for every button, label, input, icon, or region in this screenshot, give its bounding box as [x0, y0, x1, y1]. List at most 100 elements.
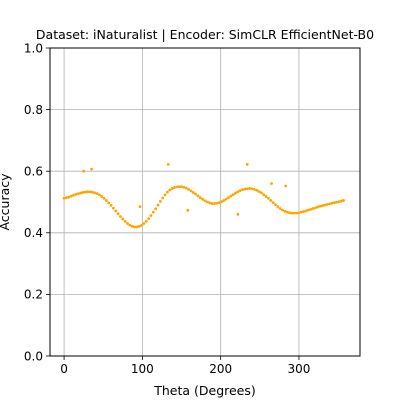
data-point: [62, 196, 66, 200]
data-points: [62, 163, 345, 229]
data-point: [116, 212, 120, 216]
data-point: [281, 208, 284, 212]
y-tick-label: 1.0: [24, 41, 43, 55]
data-point: [81, 191, 85, 194]
data-point: [196, 194, 200, 198]
data-point: [97, 193, 101, 197]
data-point: [309, 207, 313, 211]
data-point: [290, 211, 294, 215]
y-tick-label: 0.8: [24, 103, 43, 117]
data-point: [245, 187, 249, 191]
data-point: [229, 194, 233, 198]
data-point: [121, 217, 125, 221]
data-point: [220, 200, 223, 204]
data-point: [227, 196, 230, 200]
data-point: [130, 224, 134, 228]
data-point: [170, 187, 174, 190]
data-point: [306, 208, 310, 212]
data-point: [238, 189, 242, 193]
data-point: [79, 191, 82, 195]
data-point: [149, 214, 153, 217]
data-point: [262, 193, 266, 197]
data-point: [156, 203, 160, 207]
data-point: [292, 211, 296, 215]
y-axis-ticks: 0.0 0.2 0.4 0.6 0.8 1.0: [24, 41, 50, 363]
x-tick-label: 200: [209, 362, 232, 376]
data-point: [201, 197, 205, 201]
data-point: [332, 201, 336, 205]
data-point: [109, 203, 113, 207]
data-point: [224, 197, 228, 201]
data-point: [137, 224, 141, 228]
data-point: [222, 199, 226, 202]
data-point: [187, 187, 190, 191]
data-point: [295, 211, 298, 215]
data-point: [140, 224, 143, 227]
data-point: [212, 202, 216, 205]
data-point: [248, 187, 252, 190]
data-point: [154, 207, 158, 211]
data-point: [119, 215, 122, 218]
data-point: [337, 200, 341, 204]
data-point: [316, 205, 320, 209]
data-point: [184, 186, 188, 190]
data-point: [276, 205, 280, 209]
data-point: [194, 192, 198, 196]
data-point: [93, 191, 97, 195]
data-point: [203, 199, 207, 203]
data-point: [82, 169, 86, 173]
data-point: [335, 200, 338, 204]
data-point: [342, 199, 345, 202]
data-point: [86, 190, 89, 194]
plot-frame: [49, 47, 361, 357]
x-axis-label: Theta (Degrees): [153, 383, 256, 398]
data-point: [241, 188, 244, 192]
y-tick-label: 0.0: [24, 349, 43, 363]
data-point: [274, 203, 277, 207]
data-point: [65, 196, 68, 200]
data-point: [259, 191, 263, 195]
data-point: [328, 202, 331, 206]
x-axis-ticks: 0 100 200 300: [60, 356, 310, 376]
data-point: [302, 210, 306, 213]
data-point: [138, 205, 142, 209]
data-point: [304, 209, 308, 213]
data-point: [321, 204, 324, 208]
data-point: [205, 200, 209, 204]
data-point: [173, 186, 176, 189]
data-point: [175, 185, 179, 189]
y-axis-label: Accuracy: [0, 173, 12, 231]
data-point: [318, 204, 322, 208]
data-point: [72, 193, 75, 197]
data-point: [284, 184, 288, 188]
data-point: [288, 211, 291, 215]
data-point: [313, 206, 317, 210]
data-point: [208, 201, 212, 205]
data-point: [67, 195, 71, 199]
data-point: [151, 210, 155, 214]
data-point: [95, 192, 99, 196]
data-point: [112, 206, 115, 210]
data-point: [236, 212, 240, 216]
data-point: [297, 211, 301, 215]
data-point: [83, 190, 87, 194]
data-point: [161, 196, 165, 200]
data-point: [217, 201, 221, 205]
data-point: [269, 199, 273, 202]
data-point: [270, 182, 273, 185]
data-point: [128, 223, 132, 227]
data-point: [180, 185, 183, 189]
data-point: [189, 189, 193, 193]
x-tick-label: 0: [60, 362, 68, 376]
data-point: [69, 194, 73, 198]
data-point: [133, 225, 136, 229]
data-point: [74, 192, 78, 196]
data-point: [90, 167, 93, 171]
y-tick-label: 0.6: [24, 165, 43, 179]
data-point: [186, 208, 190, 212]
chart-title: Dataset: iNaturalist | Encoder: SimCLR E…: [36, 27, 374, 42]
data-point: [142, 222, 146, 225]
data-point: [147, 217, 151, 221]
data-point: [264, 195, 268, 198]
